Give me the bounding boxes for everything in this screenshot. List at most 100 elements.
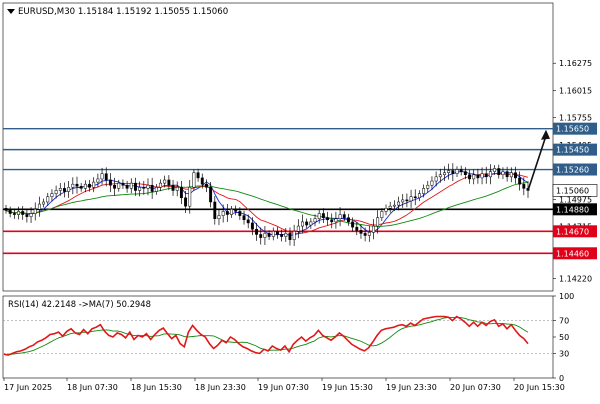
symbol-dropdown-triangle-icon[interactable] [7,9,15,14]
candle-body [334,218,338,223]
rsi-axis-tick-label: 30 [559,349,569,358]
candle [67,180,71,198]
candle [129,178,133,194]
candle-body [92,181,96,188]
candle-body [305,221,309,226]
candle [334,211,338,229]
candle-body [443,172,446,176]
candle-body [317,213,321,219]
candle [230,206,233,218]
candle-body [79,186,83,189]
candle [338,207,342,227]
candle-body [25,214,29,217]
candle-body [405,199,409,202]
candle-body [488,171,492,178]
candle [284,228,288,242]
price-level-tag-bg [553,163,597,176]
candle-body [175,187,179,191]
candle-body [376,217,380,227]
candle-body [472,174,476,180]
current-price-tag: 1.15060 [552,184,598,197]
candle [422,184,426,198]
candle-body [505,171,509,178]
candle-body [96,178,100,183]
candle [175,181,179,197]
candle [96,173,100,188]
candle-body [234,209,238,212]
candle-body [21,211,25,215]
candle [438,168,442,183]
candle-body [309,221,313,226]
candle [8,206,12,218]
candle [372,219,375,240]
candle [142,180,146,195]
candle-body [484,173,488,178]
candle [58,183,62,196]
candle-body [459,169,463,172]
candle-body [196,172,200,179]
current-price-tag-text: 1.15060 [556,186,589,195]
candle-body [179,187,183,199]
candle [221,204,225,223]
candle [468,169,471,184]
candle [17,206,20,220]
candle-body [255,228,259,235]
candles-layer [4,163,530,247]
candle-body [125,184,129,189]
candle-body [413,196,417,199]
candle-body [330,219,334,223]
candle [380,208,384,221]
candle [108,173,112,193]
candle [121,179,125,190]
candle [447,163,451,180]
candle-body [188,187,192,207]
candle [505,166,509,182]
candle-body [50,193,54,197]
candle [426,180,430,193]
candle [514,166,517,184]
candle [113,177,117,196]
candle [355,222,359,236]
candle [138,181,142,197]
candle-body [367,232,371,236]
time-axis-tick-label: 18 Jun 07:30 [67,383,118,392]
candle [413,189,417,206]
chart-header: EURUSD,M30 1.15184 1.15192 1.15055 1.150… [7,7,228,17]
candle-body [417,193,421,199]
candle [100,167,104,185]
symbol-info-label: EURUSD,M30 1.15184 1.15192 1.15055 1.150… [18,7,228,17]
time-axis: 17 Jun 2025 18 Jun 07:30 18 Jun 15:30 18 Ju… [3,378,565,392]
candle [163,175,167,188]
candle [451,163,455,182]
candle-body [497,168,501,176]
candle-body [451,170,455,174]
candle-body [217,215,221,219]
candle [238,207,242,220]
rsi-header-label: RSI(14) 42.2148 ->MA(7) 50.2948 [8,299,151,309]
candle [196,168,200,182]
candle [79,182,83,192]
candle-body [154,187,158,192]
candle-body [509,172,513,178]
candle-body [384,208,388,212]
price-axis-tick-label: 1.16275 [559,59,592,68]
candle-body [121,182,125,186]
candle [204,179,208,193]
price-level-tag-text: 1.15260 [556,166,589,175]
candle-body [346,217,350,223]
candle-body [129,182,133,189]
price-level-tag: 1.14670 [553,225,597,238]
candle [518,171,522,191]
candle-body [213,201,217,219]
candle-body [37,203,41,210]
candle-body [12,213,16,215]
candle-body [321,213,325,218]
candle-body [397,201,400,206]
candle [88,179,91,192]
candle [125,180,129,193]
candle [167,175,171,191]
candle [363,227,367,242]
main-plot-frame [2,2,554,292]
candle [33,202,37,221]
candle [392,200,396,212]
